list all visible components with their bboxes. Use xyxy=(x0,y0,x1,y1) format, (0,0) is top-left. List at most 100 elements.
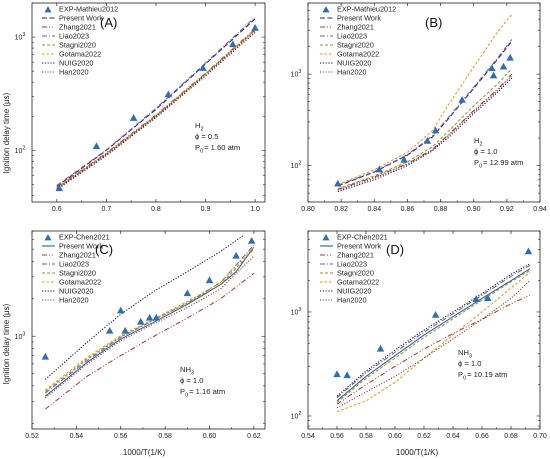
legend-label: Present Work xyxy=(59,242,103,251)
legend-label: Gotama2022 xyxy=(59,278,101,287)
legend-marker-exp xyxy=(44,234,52,241)
series-line-zhang2021 xyxy=(44,272,255,410)
exp-data-point xyxy=(145,313,154,321)
exp-data-point xyxy=(484,294,492,301)
series-line-han2020 xyxy=(337,75,513,191)
panel-label: (D) xyxy=(386,242,404,257)
exp-data-point xyxy=(55,184,64,192)
exp-data-point xyxy=(199,64,207,71)
x-tick-label: 0.68 xyxy=(504,433,518,440)
y-axis-label-top: Ignition delay time (μs) xyxy=(2,92,11,173)
legend-label: Stagni2020 xyxy=(59,269,96,278)
y-tick-label: 102 xyxy=(291,161,302,171)
condition-pressure: P0= 1.60 atm xyxy=(195,143,240,155)
exp-data-point xyxy=(136,317,145,325)
legend-label: Present Work xyxy=(337,14,381,23)
series-lines xyxy=(55,16,259,192)
x-tick-label: 0.88 xyxy=(434,206,448,213)
exp-data-point xyxy=(506,53,514,61)
condition-pressure: P0= 10.19 atm xyxy=(458,370,507,382)
condition-species: NH3 xyxy=(180,365,194,377)
x-tick-label: 0.64 xyxy=(446,433,460,440)
x-tick-label: 0.9 xyxy=(201,206,211,213)
series-line-liao2023 xyxy=(56,16,256,186)
exp-data-point xyxy=(41,352,50,360)
y-tick-label: 103 xyxy=(291,307,302,317)
legend-label: EXP-Mathieu2012 xyxy=(59,5,118,14)
x-tick-label: 0.60 xyxy=(203,433,217,440)
series-line-zhang2021 xyxy=(336,294,531,405)
legend-label: Stagni2020 xyxy=(59,41,96,50)
exp-data-point xyxy=(121,326,129,334)
condition-phi: ϕ = 1.0 xyxy=(180,376,203,385)
legend-label: Liao2023 xyxy=(59,260,89,269)
legend-label: EXP-Mathieu2012 xyxy=(337,5,396,14)
exp-data-point xyxy=(375,165,384,173)
x-tick-label: 0.54 xyxy=(70,433,84,440)
panel-b: 0.80 0.82 0.84 0.86 0.88 0.90 0.92 0.94 102 103 EX… xyxy=(291,2,547,213)
exp-data-point xyxy=(376,344,385,352)
legend-label: Gotama2022 xyxy=(337,278,379,287)
x-tick-label: 0.58 xyxy=(359,433,373,440)
x-axis-label-d: 1000/T(1/K) xyxy=(396,448,439,457)
legend-label: Han2020 xyxy=(337,68,367,77)
legend-label: Zhang2021 xyxy=(59,23,96,32)
y-tick-label: 103 xyxy=(15,331,26,341)
exp-data-point xyxy=(472,295,480,302)
series-line-gotama2022 xyxy=(336,271,531,413)
condition-species: H2 xyxy=(474,136,483,148)
exp-data-point xyxy=(400,155,408,163)
legend-label: EXP-Chen2021 xyxy=(59,233,110,242)
series-line-stagni2020 xyxy=(337,68,513,190)
x-tick-label: 0.6 xyxy=(52,206,62,213)
legend-label: Stagni2020 xyxy=(337,269,374,278)
y-tick-label: 103 xyxy=(15,32,26,42)
exp-data-point xyxy=(423,136,432,144)
exp-data-point xyxy=(164,90,173,98)
x-tick-label: 0.86 xyxy=(401,206,415,213)
panel-label: (B) xyxy=(425,15,442,30)
exp-data-point xyxy=(333,370,341,378)
series-line-present-work xyxy=(336,268,531,402)
condition-phi: ϕ = 1.0 xyxy=(458,359,481,368)
legend-label: Zhang2021 xyxy=(337,251,374,260)
condition-pressure: P0= 12.99 atm xyxy=(474,158,523,170)
exp-data-point xyxy=(489,71,498,79)
exp-data-point xyxy=(92,142,101,150)
series-lines xyxy=(41,235,256,410)
panel-d: 0.54 0.56 0.58 0.60 0.62 0.64 0.66 0.68 0.70 102 1… xyxy=(291,230,547,440)
series-line-liao2023 xyxy=(337,39,513,186)
y-tick-label: 103 xyxy=(291,69,302,79)
exp-data-point xyxy=(458,95,466,103)
exp-data-point xyxy=(105,326,114,334)
legend-label: EXP-Chen2021 xyxy=(337,233,388,242)
legend-label: Han2020 xyxy=(337,296,367,305)
x-tick-label: 0.62 xyxy=(417,433,431,440)
y-tick-label: 102 xyxy=(15,145,26,155)
exp-data-point xyxy=(431,126,440,134)
panel-label: (A) xyxy=(100,15,117,30)
x-tick-label: 0.8 xyxy=(151,206,161,213)
series-line-present-work xyxy=(44,246,255,397)
panel-c: 0.52 0.54 0.56 0.58 0.60 0.62103EXP-Chen2021P… xyxy=(15,230,266,440)
legend-label: Han2020 xyxy=(59,68,89,77)
legend-label: Present Work xyxy=(59,14,103,23)
y-axis-label-bottom: Ignition delay time (μs) xyxy=(2,303,11,384)
y-tick-label: 102 xyxy=(291,411,302,421)
condition-species: H2 xyxy=(195,121,204,133)
legend-marker-exp xyxy=(322,6,330,13)
series-lines xyxy=(333,247,533,413)
exp-data-point xyxy=(251,23,259,31)
series-line-present-work xyxy=(56,18,256,187)
legend-label: Present Work xyxy=(337,242,381,251)
series-line-zhang2021 xyxy=(56,28,256,188)
legend-label: Liao2023 xyxy=(59,32,89,41)
legend-label: Liao2023 xyxy=(337,260,367,269)
x-tick-label: 0.90 xyxy=(467,206,481,213)
x-tick-label: 0.84 xyxy=(367,206,381,213)
exp-data-point xyxy=(431,311,440,318)
series-line-liao2023 xyxy=(336,264,531,399)
legend-label: Gotama2022 xyxy=(337,50,379,59)
